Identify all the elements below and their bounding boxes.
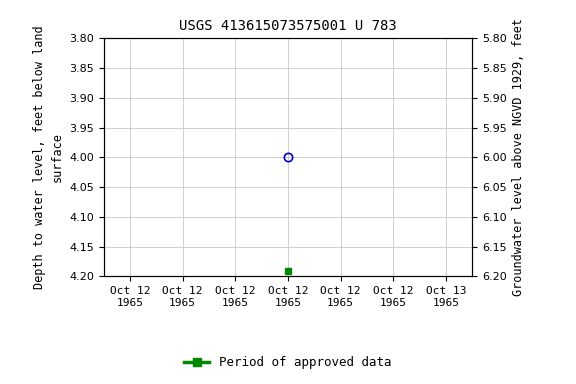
Legend: Period of approved data: Period of approved data (179, 351, 397, 374)
Y-axis label: Groundwater level above NGVD 1929, feet: Groundwater level above NGVD 1929, feet (512, 18, 525, 296)
Y-axis label: Depth to water level, feet below land
surface: Depth to water level, feet below land su… (32, 26, 63, 289)
Title: USGS 413615073575001 U 783: USGS 413615073575001 U 783 (179, 19, 397, 33)
